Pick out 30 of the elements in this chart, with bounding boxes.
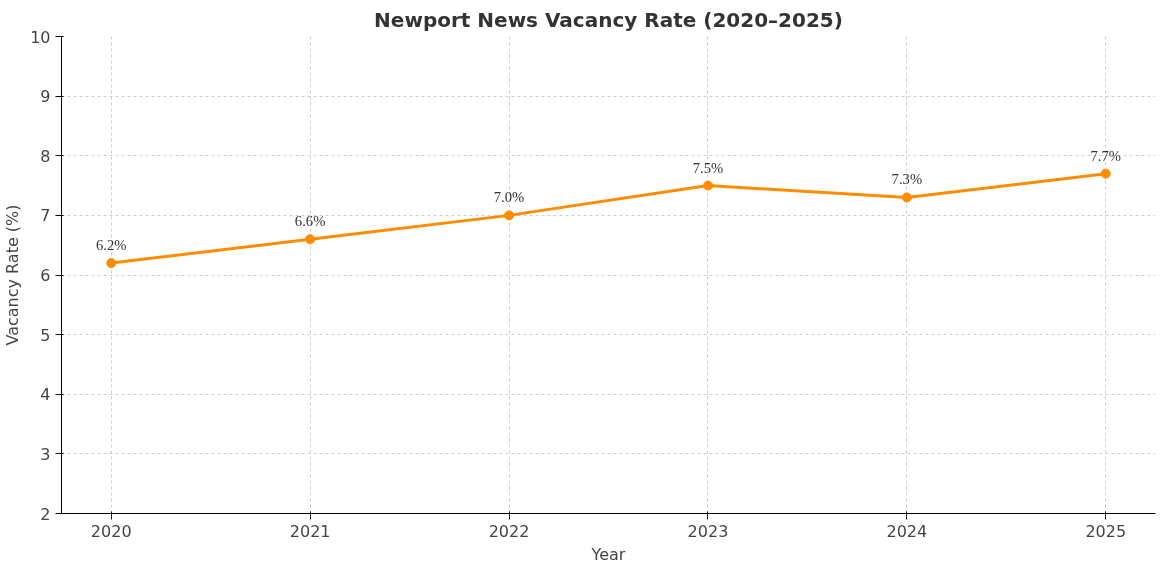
x-axis-title: Year [590,544,626,564]
y-tick-label: 2 [40,504,51,524]
point [1100,168,1111,179]
y-tick-label: 8 [40,146,51,166]
point [504,210,515,221]
chart-title: Newport News Vacancy Rate (2020–2025) [374,7,843,32]
x-tick-label: 2021 [289,521,331,541]
x-tick-label: 2023 [687,521,729,541]
data-label: 6.2% [95,237,127,254]
y-tick-label: 9 [40,87,51,107]
data-label: 7.7% [1090,147,1122,164]
x-tick-label: 2022 [488,521,530,541]
y-axis-title: Vacancy Rate (%) [3,204,23,346]
data-label: 6.6% [294,213,326,230]
point [106,258,117,269]
y-tick-label: 4 [40,385,51,405]
point [702,180,713,191]
point [305,234,316,245]
x-tick-label: 2024 [886,521,928,541]
data-label: 7.5% [692,159,724,176]
x-tick-label: 2020 [90,521,132,541]
point [901,192,912,203]
y-tick-label: 7 [40,206,51,226]
data-label: 7.0% [493,189,525,206]
x-tick-label: 2025 [1085,521,1127,541]
y-tick-label: 6 [40,266,51,285]
y-tick-label: 3 [40,444,51,464]
y-tick-label: 10 [30,27,51,47]
y-tick-label: 5 [40,325,51,345]
data-label: 7.3% [891,171,923,188]
